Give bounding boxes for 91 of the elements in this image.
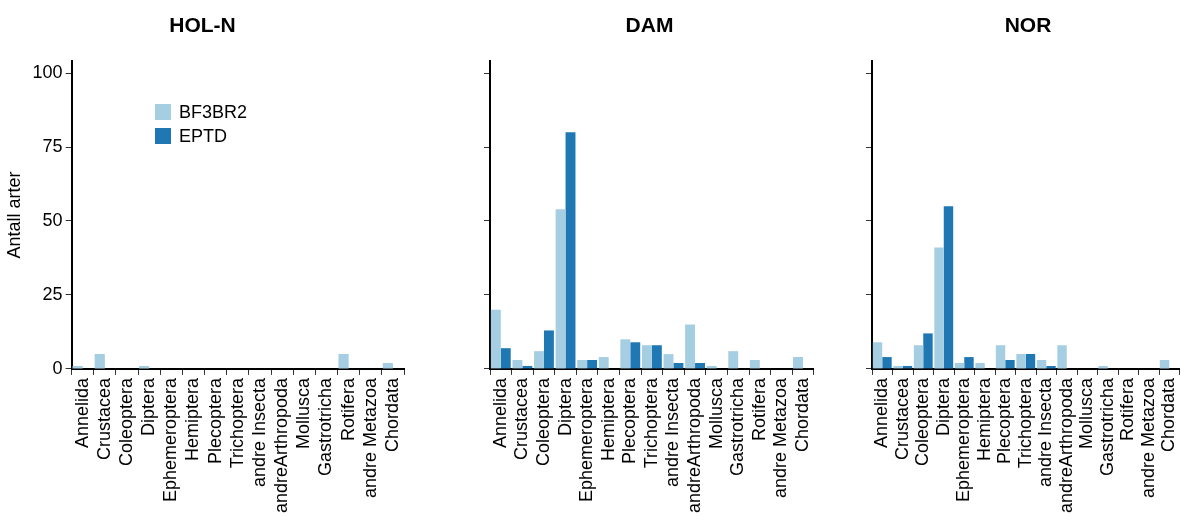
bar: [1057, 345, 1067, 369]
bar: [641, 345, 652, 369]
x-tick-label: Rotifera: [1117, 376, 1138, 441]
bar: [620, 339, 631, 369]
bar: [565, 132, 576, 369]
legend-label: BF3BR2: [179, 101, 248, 124]
x-tick-label: Annelida: [489, 376, 510, 448]
x-tick-label: andreArthropoda: [684, 376, 705, 514]
bar: [1005, 360, 1015, 369]
x-tick-label: Annelida: [71, 376, 92, 448]
x-tick-label: Rotifera: [337, 376, 358, 441]
chart-title: HOL-N: [169, 13, 236, 37]
bar: [630, 342, 641, 369]
x-tick-label: Diptera: [138, 376, 159, 436]
x-tick-label: Gastrotricha: [315, 376, 336, 476]
bar: [1025, 354, 1036, 369]
x-tick-label: Trichoptera: [640, 376, 661, 469]
bar: [543, 330, 554, 369]
bar: [943, 206, 954, 369]
x-tick-label: andre Insecta: [248, 376, 269, 487]
chart-title: NOR: [1004, 13, 1052, 37]
x-tick-label: Rotifera: [748, 376, 769, 441]
x-tick-label: Hemiptera: [973, 376, 994, 461]
x-tick-label: Crustacea: [93, 376, 114, 460]
x-tick-label: andre Metazoa: [770, 376, 791, 498]
x-tick-label: Plecoptera: [619, 376, 640, 464]
x-tick-label: Plecoptera: [204, 376, 225, 464]
bar: [1036, 360, 1047, 369]
bar: [490, 309, 501, 369]
x-tick-label: Ephemeroptera: [953, 376, 974, 502]
bar: [793, 357, 803, 369]
x-tick-label: andre Metazoa: [1137, 376, 1158, 498]
bar: [695, 362, 705, 369]
x-tick-label: Chordata: [1158, 376, 1179, 452]
bar: [500, 348, 511, 369]
bar: [964, 357, 974, 369]
y-tick-label: 50: [42, 209, 63, 230]
x-tick-label: andre Insecta: [1035, 376, 1056, 487]
y-tick-label: 100: [32, 62, 63, 82]
x-tick-label: Diptera: [554, 376, 575, 436]
x-tick-label: Crustacea: [891, 376, 912, 460]
x-tick-label: Crustacea: [511, 376, 532, 460]
x-tick-label: Coleoptera: [532, 376, 553, 466]
x-tick-label: Trichoptera: [226, 376, 247, 469]
x-tick-label: andreArthropoda: [271, 376, 292, 514]
bar: [685, 324, 696, 369]
bar: [651, 345, 662, 369]
x-tick-label: andre Metazoa: [359, 376, 380, 498]
x-tick-label: andreArthropoda: [1055, 376, 1076, 514]
x-tick-label: Hemiptera: [182, 376, 203, 461]
x-tick-label: Annelida: [871, 376, 892, 448]
x-tick-label: andre Insecta: [662, 376, 683, 487]
bar: [598, 357, 609, 369]
x-tick-label: Chordata: [381, 376, 402, 452]
y-tick-label: 25: [42, 283, 63, 304]
bar: [913, 345, 924, 369]
x-tick-label: Gastrotricha: [1096, 376, 1117, 476]
x-tick-label: Ephemeroptera: [160, 376, 181, 502]
bar: [728, 351, 739, 369]
bar: [1159, 360, 1170, 369]
y-tick-label: 0: [52, 357, 63, 378]
bar: [587, 360, 598, 369]
chart-title: DAM: [625, 13, 674, 37]
x-tick-label: Plecoptera: [994, 376, 1015, 464]
x-tick-label: Mollusca: [1076, 376, 1097, 449]
x-tick-label: Hemiptera: [597, 376, 618, 461]
bar: [555, 209, 566, 369]
legend-label: EPTD: [179, 125, 228, 148]
y-tick-label: 75: [42, 135, 63, 156]
x-tick-label: Mollusca: [705, 376, 726, 449]
bar: [975, 362, 985, 369]
bar: [995, 345, 1006, 369]
x-tick-label: Coleoptera: [912, 376, 933, 466]
x-tick-label: Chordata: [791, 376, 812, 452]
bar: [512, 360, 523, 369]
bar: [882, 357, 892, 369]
x-tick-label: Coleoptera: [116, 376, 136, 466]
bar: [577, 360, 588, 369]
x-tick-label: Diptera: [932, 376, 953, 436]
bar: [1016, 354, 1026, 369]
x-tick-label: Trichoptera: [1014, 376, 1035, 469]
bar: [673, 362, 684, 369]
x-tick-label: Ephemeroptera: [576, 376, 597, 502]
bar: [749, 360, 760, 369]
bar: [934, 247, 944, 369]
x-tick-label: Mollusca: [293, 376, 314, 449]
bar: [534, 351, 544, 369]
x-tick-label: Gastrotricha: [727, 376, 748, 476]
bar: [872, 342, 883, 369]
bar: [923, 333, 933, 369]
y-axis-title: Antall arter: [3, 171, 24, 259]
